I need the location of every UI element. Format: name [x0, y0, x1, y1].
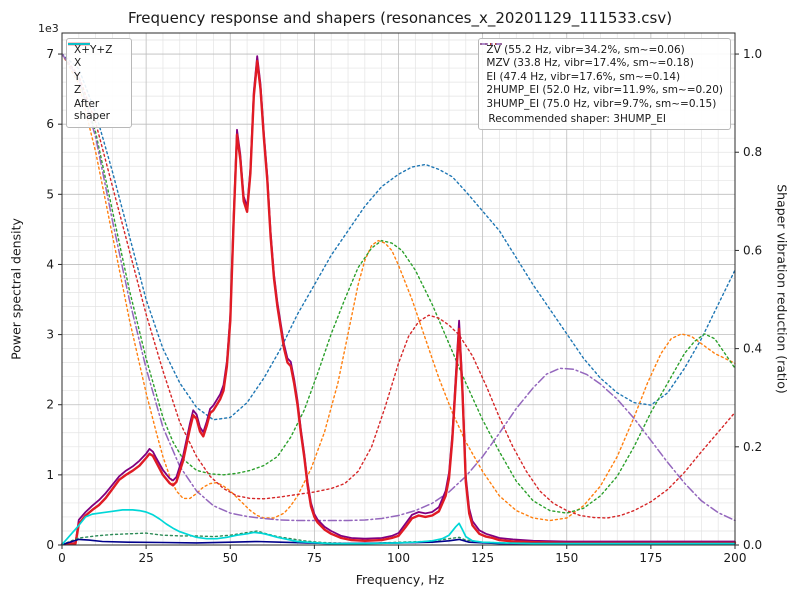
legend-item: MZV (33.8 Hz, vibr=17.4%, sm~=0.18) — [480, 43, 723, 70]
y-right-tick-label: 0.2 — [743, 440, 762, 454]
legend-shapers: ZV (55.2 Hz, vibr=34.2%, sm~=0.06) MZV (3… — [478, 38, 731, 131]
x-tick-label: 125 — [471, 551, 494, 565]
x-tick-label: 0 — [58, 551, 66, 565]
y-left-tick-label: 6 — [46, 117, 54, 131]
legend-item: X — [68, 42, 124, 70]
series-y — [61, 530, 736, 546]
y-left-tick-label: 3 — [46, 328, 54, 342]
legend-item: ZV (55.2 Hz, vibr=34.2%, sm~=0.06) — [480, 43, 723, 56]
legend-item: After shaper — [68, 43, 124, 123]
legend-item: EI (47.4 Hz, vibr=17.6%, sm~=0.14) — [480, 43, 723, 83]
series-x — [60, 59, 737, 546]
legend-item: 2HUMP_EI (52.0 Hz, vibr=11.9%, sm~=0.20) — [480, 43, 723, 97]
legend-item-label: 2HUMP_EI (52.0 Hz, vibr=11.9%, sm~=0.20) — [486, 84, 723, 97]
y-left-tick-label: 2 — [46, 398, 54, 412]
legend-item-label: Y — [74, 70, 81, 83]
x-tick-label: 150 — [555, 551, 578, 565]
series-2hump-ei — [61, 53, 736, 519]
legend-item: Z — [68, 43, 124, 97]
legend-item: 3HUMP_EI (75.0 Hz, vibr=9.7%, sm~=0.15) — [480, 43, 723, 110]
y-right-tick-label: 0.0 — [743, 538, 762, 552]
series-after-shaper — [61, 509, 736, 546]
series-3hump-ei — [61, 53, 736, 522]
y-left-tick-label: 5 — [46, 187, 54, 201]
y-left-tick-label: 1 — [46, 468, 54, 482]
x-tick-label: 50 — [223, 551, 238, 565]
y-left-tick-label: 0 — [46, 538, 54, 552]
legend-line-swatch — [480, 43, 503, 45]
x-tick-label: 200 — [724, 551, 747, 565]
x-tick-label: 100 — [387, 551, 410, 565]
series-zv — [61, 53, 736, 421]
legend-measured: X+Y+Z X Y Z After shaper — [66, 38, 132, 129]
x-tick-label: 175 — [639, 551, 662, 565]
x-tick-label: 25 — [138, 551, 153, 565]
legend-item-label: EI (47.4 Hz, vibr=17.6%, sm~=0.14) — [486, 70, 681, 83]
y-right-tick-label: 0.4 — [743, 342, 762, 356]
y-right-tick-label: 1.0 — [743, 47, 762, 61]
legend-item-label: After shaper — [74, 97, 111, 122]
series-mzv — [61, 53, 736, 522]
y-right-tick-label: 0.8 — [743, 145, 762, 159]
y-axis-left-label: Power spectral density — [8, 218, 24, 360]
legend-shaper-items: ZV (55.2 Hz, vibr=34.2%, sm~=0.06) MZV (3… — [480, 43, 723, 110]
chart-title: Frequency response and shapers (resonanc… — [127, 9, 673, 27]
legend-line-swatch — [68, 43, 90, 45]
legend-item-label: Z — [74, 84, 82, 97]
legend-item-label: 3HUMP_EI (75.0 Hz, vibr=9.7%, sm~=0.15) — [486, 97, 717, 110]
y-axis-right-label: Shaper vibration reduction (ratio) — [774, 184, 790, 394]
recommended-shaper-text: Recommended shaper: 3HUMP_EI — [488, 112, 666, 125]
legend-item-label: X+Y+Z — [74, 44, 113, 56]
series-ei — [61, 53, 736, 514]
x-tick-label: 75 — [307, 551, 322, 565]
y-left-tick-label: 4 — [46, 257, 54, 271]
legend-item-label: MZV (33.8 Hz, vibr=17.4%, sm~=0.18) — [486, 57, 694, 70]
y-right-tick-label: 0.6 — [743, 243, 762, 257]
legend-item-label: ZV (55.2 Hz, vibr=34.2%, sm~=0.06) — [486, 44, 685, 56]
x-axis-label: Frequency, Hz — [355, 572, 445, 587]
legend-item-label: X — [74, 57, 82, 70]
y-axis-offset-label: 1e3 — [38, 22, 59, 35]
legend-item: Y — [68, 43, 124, 83]
series-z — [61, 538, 736, 546]
y-left-tick-label: 7 — [46, 47, 54, 61]
